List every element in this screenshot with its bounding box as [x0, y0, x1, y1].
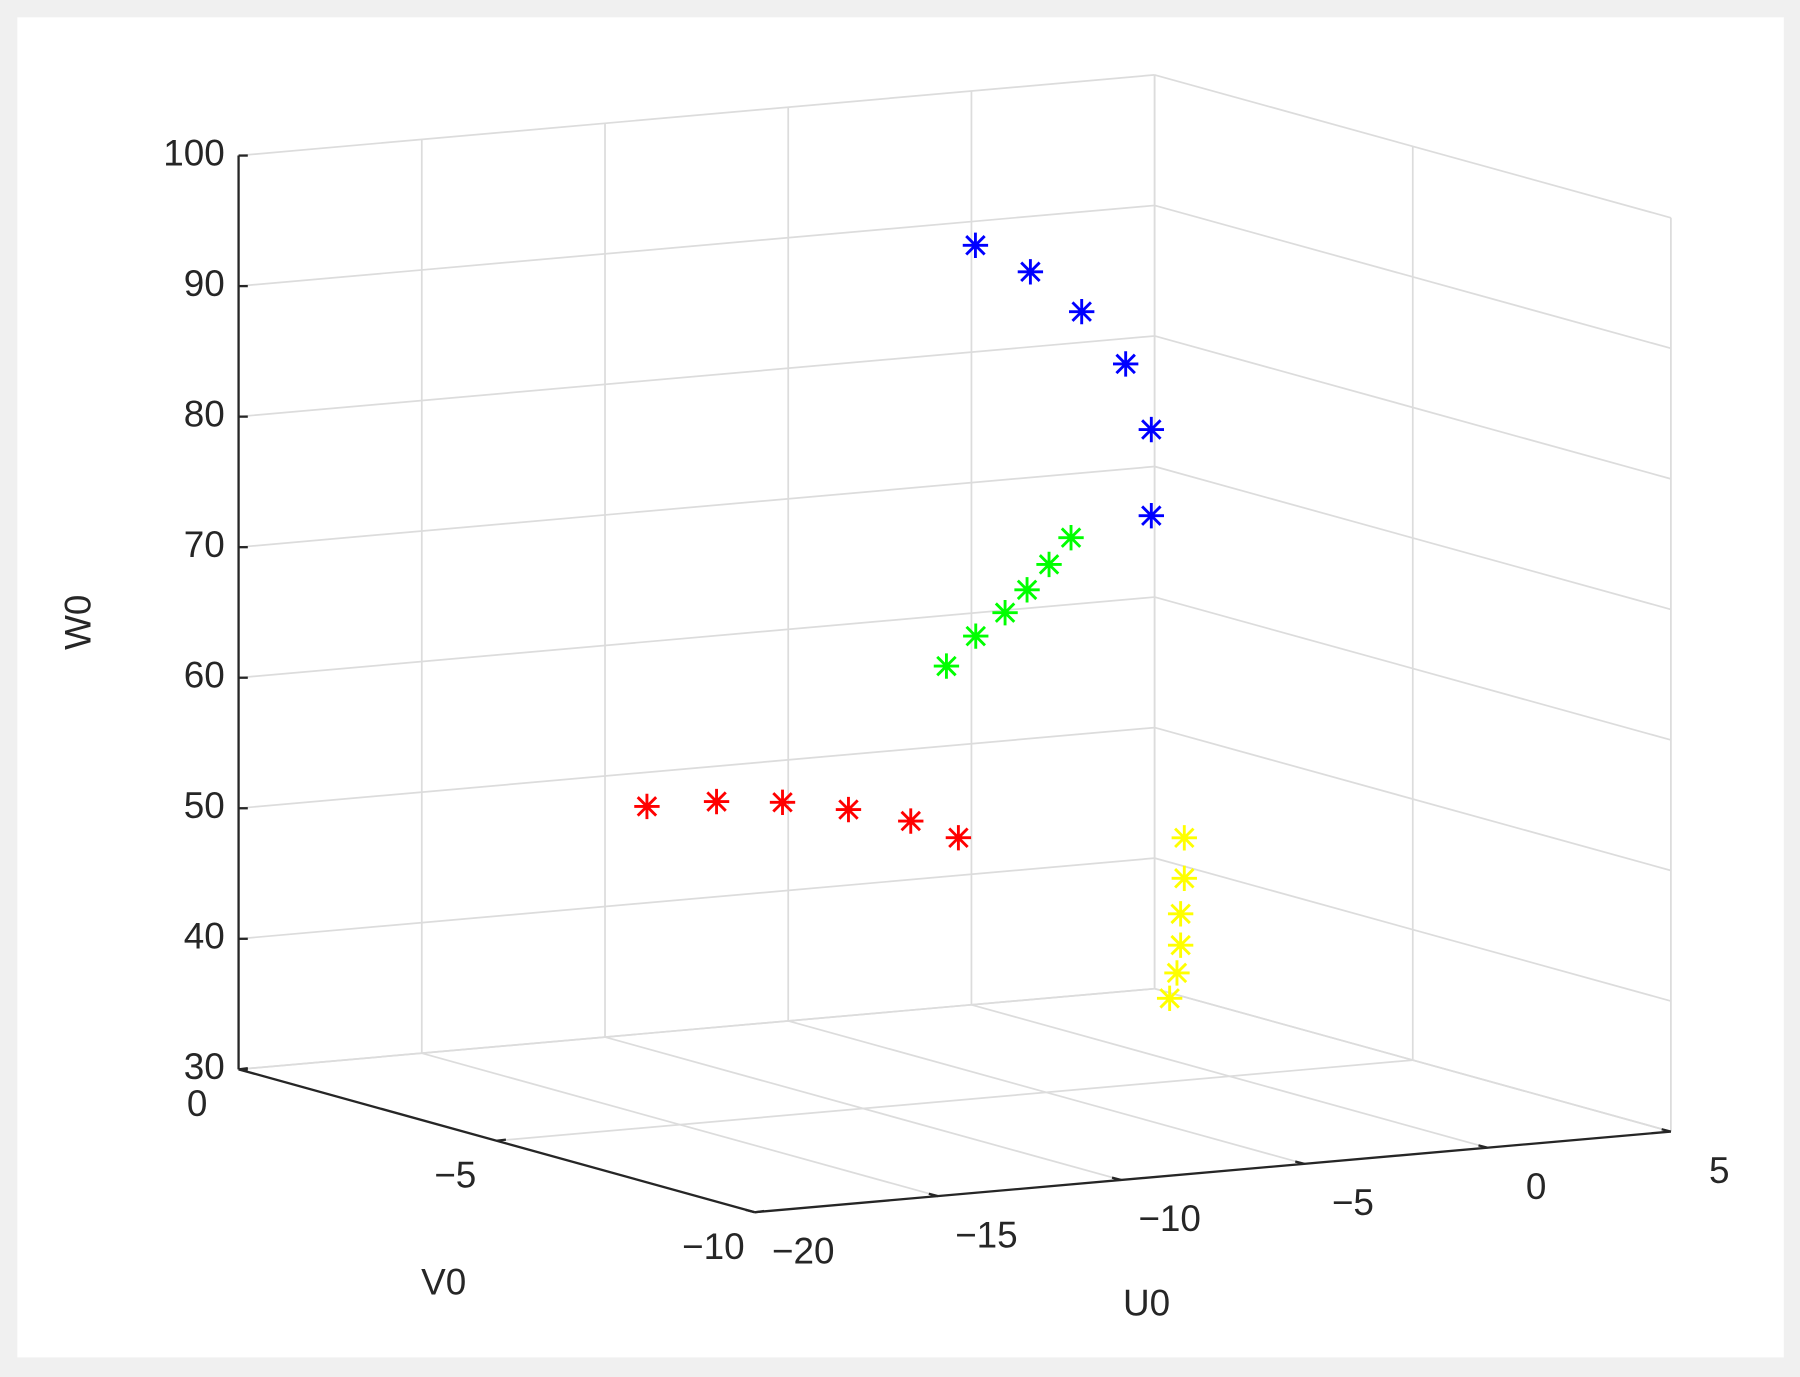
grid-line: [238, 726, 1155, 810]
x-tick-label: 0: [1526, 1166, 1547, 1207]
x-tick: [1111, 1176, 1122, 1182]
x-tick: [1478, 1144, 1488, 1149]
z-tick-label: 100: [163, 132, 225, 173]
z-tick-label: 80: [184, 393, 225, 434]
x-axis-label: U0: [1123, 1282, 1170, 1323]
asterisk-marker: [962, 232, 989, 258]
y-tick: [496, 1138, 507, 1142]
asterisk-marker: [1156, 985, 1183, 1012]
asterisk-marker: [1171, 825, 1197, 851]
asterisk-marker: [933, 653, 960, 679]
asterisk-marker: [835, 796, 862, 823]
marks: [634, 232, 1197, 1012]
x-tick-label: −5: [1332, 1182, 1374, 1223]
asterisk-marker: [1138, 502, 1164, 529]
z-tick-label: 50: [184, 785, 225, 826]
asterisk-marker: [769, 789, 796, 815]
x-tick: [928, 1192, 939, 1198]
grid-line: [1154, 335, 1672, 480]
z-tick-label: 40: [184, 916, 225, 957]
grid-line: [238, 204, 1155, 287]
asterisk-marker: [1167, 901, 1194, 927]
grid-line: [1154, 74, 1672, 219]
y-tick-label: −10: [682, 1226, 745, 1267]
z-tick-label: 90: [184, 263, 225, 304]
grid-line: [1154, 857, 1672, 1002]
x-tick-label: −15: [955, 1214, 1018, 1255]
asterisk-marker: [1112, 351, 1139, 377]
z-tick-label: 30: [184, 1046, 225, 1087]
x-tick-label: −20: [772, 1230, 835, 1271]
asterisk-marker: [963, 623, 989, 649]
y-tick-label: −5: [434, 1154, 476, 1195]
asterisk-marker: [898, 808, 924, 834]
y-tick: [238, 1067, 248, 1071]
asterisk-marker: [1164, 960, 1190, 986]
asterisk-marker: [703, 788, 730, 815]
z-tick-label: 60: [184, 654, 225, 695]
plot-background: [17, 17, 1784, 1358]
grid-line: [238, 465, 1155, 549]
grid-line: [238, 74, 1155, 157]
x-tick: [745, 1208, 756, 1214]
grid-line: [496, 1059, 1413, 1142]
y-tick: [754, 1209, 765, 1214]
asterisk-marker: [1138, 416, 1164, 443]
grid-line: [1154, 987, 1672, 1133]
grid-line: [1154, 726, 1672, 872]
asterisk-marker: [945, 825, 972, 851]
grid-line: [1154, 204, 1672, 350]
asterisk-marker: [1017, 259, 1044, 285]
asterisk-marker: [1171, 865, 1197, 891]
x-tick: [1661, 1128, 1672, 1133]
y-axis-label: V0: [421, 1262, 466, 1303]
asterisk-marker: [1167, 932, 1194, 958]
x-tick-label: −10: [1138, 1198, 1201, 1239]
z-axis-label: W0: [57, 595, 98, 650]
grid-line: [238, 987, 1155, 1071]
grid-line: [238, 857, 1155, 940]
z-tick-label: 70: [184, 524, 225, 565]
axes: 30 40 50 60 70 80 90 100 −10 −5 0 −20 −15 −10 −5 0 5: [163, 132, 1729, 1271]
x-tick: [1294, 1160, 1305, 1165]
asterisk-marker: [1058, 524, 1084, 551]
asterisk-marker: [634, 793, 660, 820]
grid-line: [1154, 596, 1672, 741]
asterisk-marker: [1036, 551, 1062, 578]
grid-line: [238, 335, 1155, 418]
grid-line: [1154, 465, 1672, 611]
asterisk-marker: [992, 599, 1018, 626]
asterisk-marker: [1014, 577, 1040, 603]
x-axis: [754, 1130, 1671, 1214]
y-tick-label: 0: [187, 1083, 208, 1124]
asterisk-marker: [1069, 298, 1095, 325]
x-tick-label: 5: [1709, 1150, 1730, 1191]
